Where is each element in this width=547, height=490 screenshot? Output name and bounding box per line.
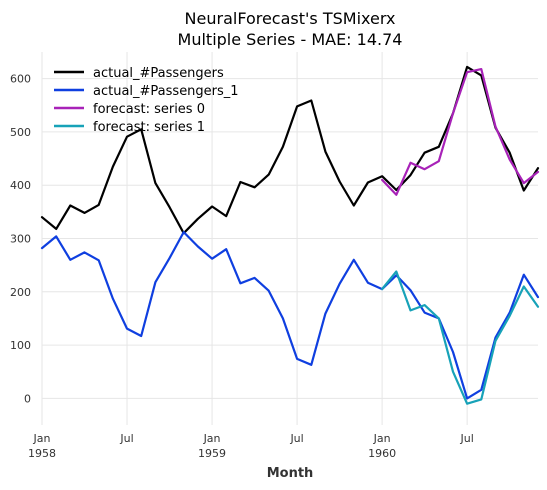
x-axis-label: Month <box>267 466 314 481</box>
chart-title-line2: Multiple Series - MAE: 14.74 <box>178 30 403 49</box>
x-tick-label: Jan <box>373 432 391 445</box>
y-tick-label: 100 <box>10 339 31 352</box>
x-tick-label: Jan <box>203 432 221 445</box>
x-tick-year-label: 1958 <box>28 447 56 460</box>
grid-layer <box>41 52 538 425</box>
series-line-1 <box>40 231 540 400</box>
legend-label-3: forecast: series 1 <box>93 120 205 135</box>
x-tick-year-label: 1959 <box>198 447 226 460</box>
y-tick-label: 600 <box>10 73 31 86</box>
x-axis-ticks: Jan 1958 Jul Jan 1959 Jul Jan 1960 Jul <box>28 432 474 460</box>
y-tick-label: 400 <box>10 179 31 192</box>
x-tick-label: Jul <box>460 432 474 445</box>
legend-label-1: actual_#Passengers_1 <box>93 84 239 99</box>
x-tick-label: Jul <box>119 432 133 445</box>
legend-label-2: forecast: series 0 <box>93 102 205 117</box>
series-line-3 <box>381 270 540 405</box>
x-tick-year-label: 1960 <box>368 447 396 460</box>
chart-title-line1: NeuralForecast's TSMixerx <box>185 9 396 28</box>
legend: actual_#Passengers actual_#Passengers_1fo… <box>54 66 239 135</box>
series-layer <box>40 65 540 405</box>
y-tick-label: 300 <box>10 233 31 246</box>
legend-label-0: actual_#Passengers <box>93 66 224 81</box>
y-tick-label: 500 <box>10 126 31 139</box>
y-axis-ticks: 0 100 200 300 400 500 600 <box>10 73 31 406</box>
x-tick-label: Jul <box>289 432 303 445</box>
x-tick-label: Jan <box>33 432 51 445</box>
series-line-2 <box>381 67 540 196</box>
y-tick-label: 0 <box>24 392 31 405</box>
y-tick-label: 200 <box>10 286 31 299</box>
